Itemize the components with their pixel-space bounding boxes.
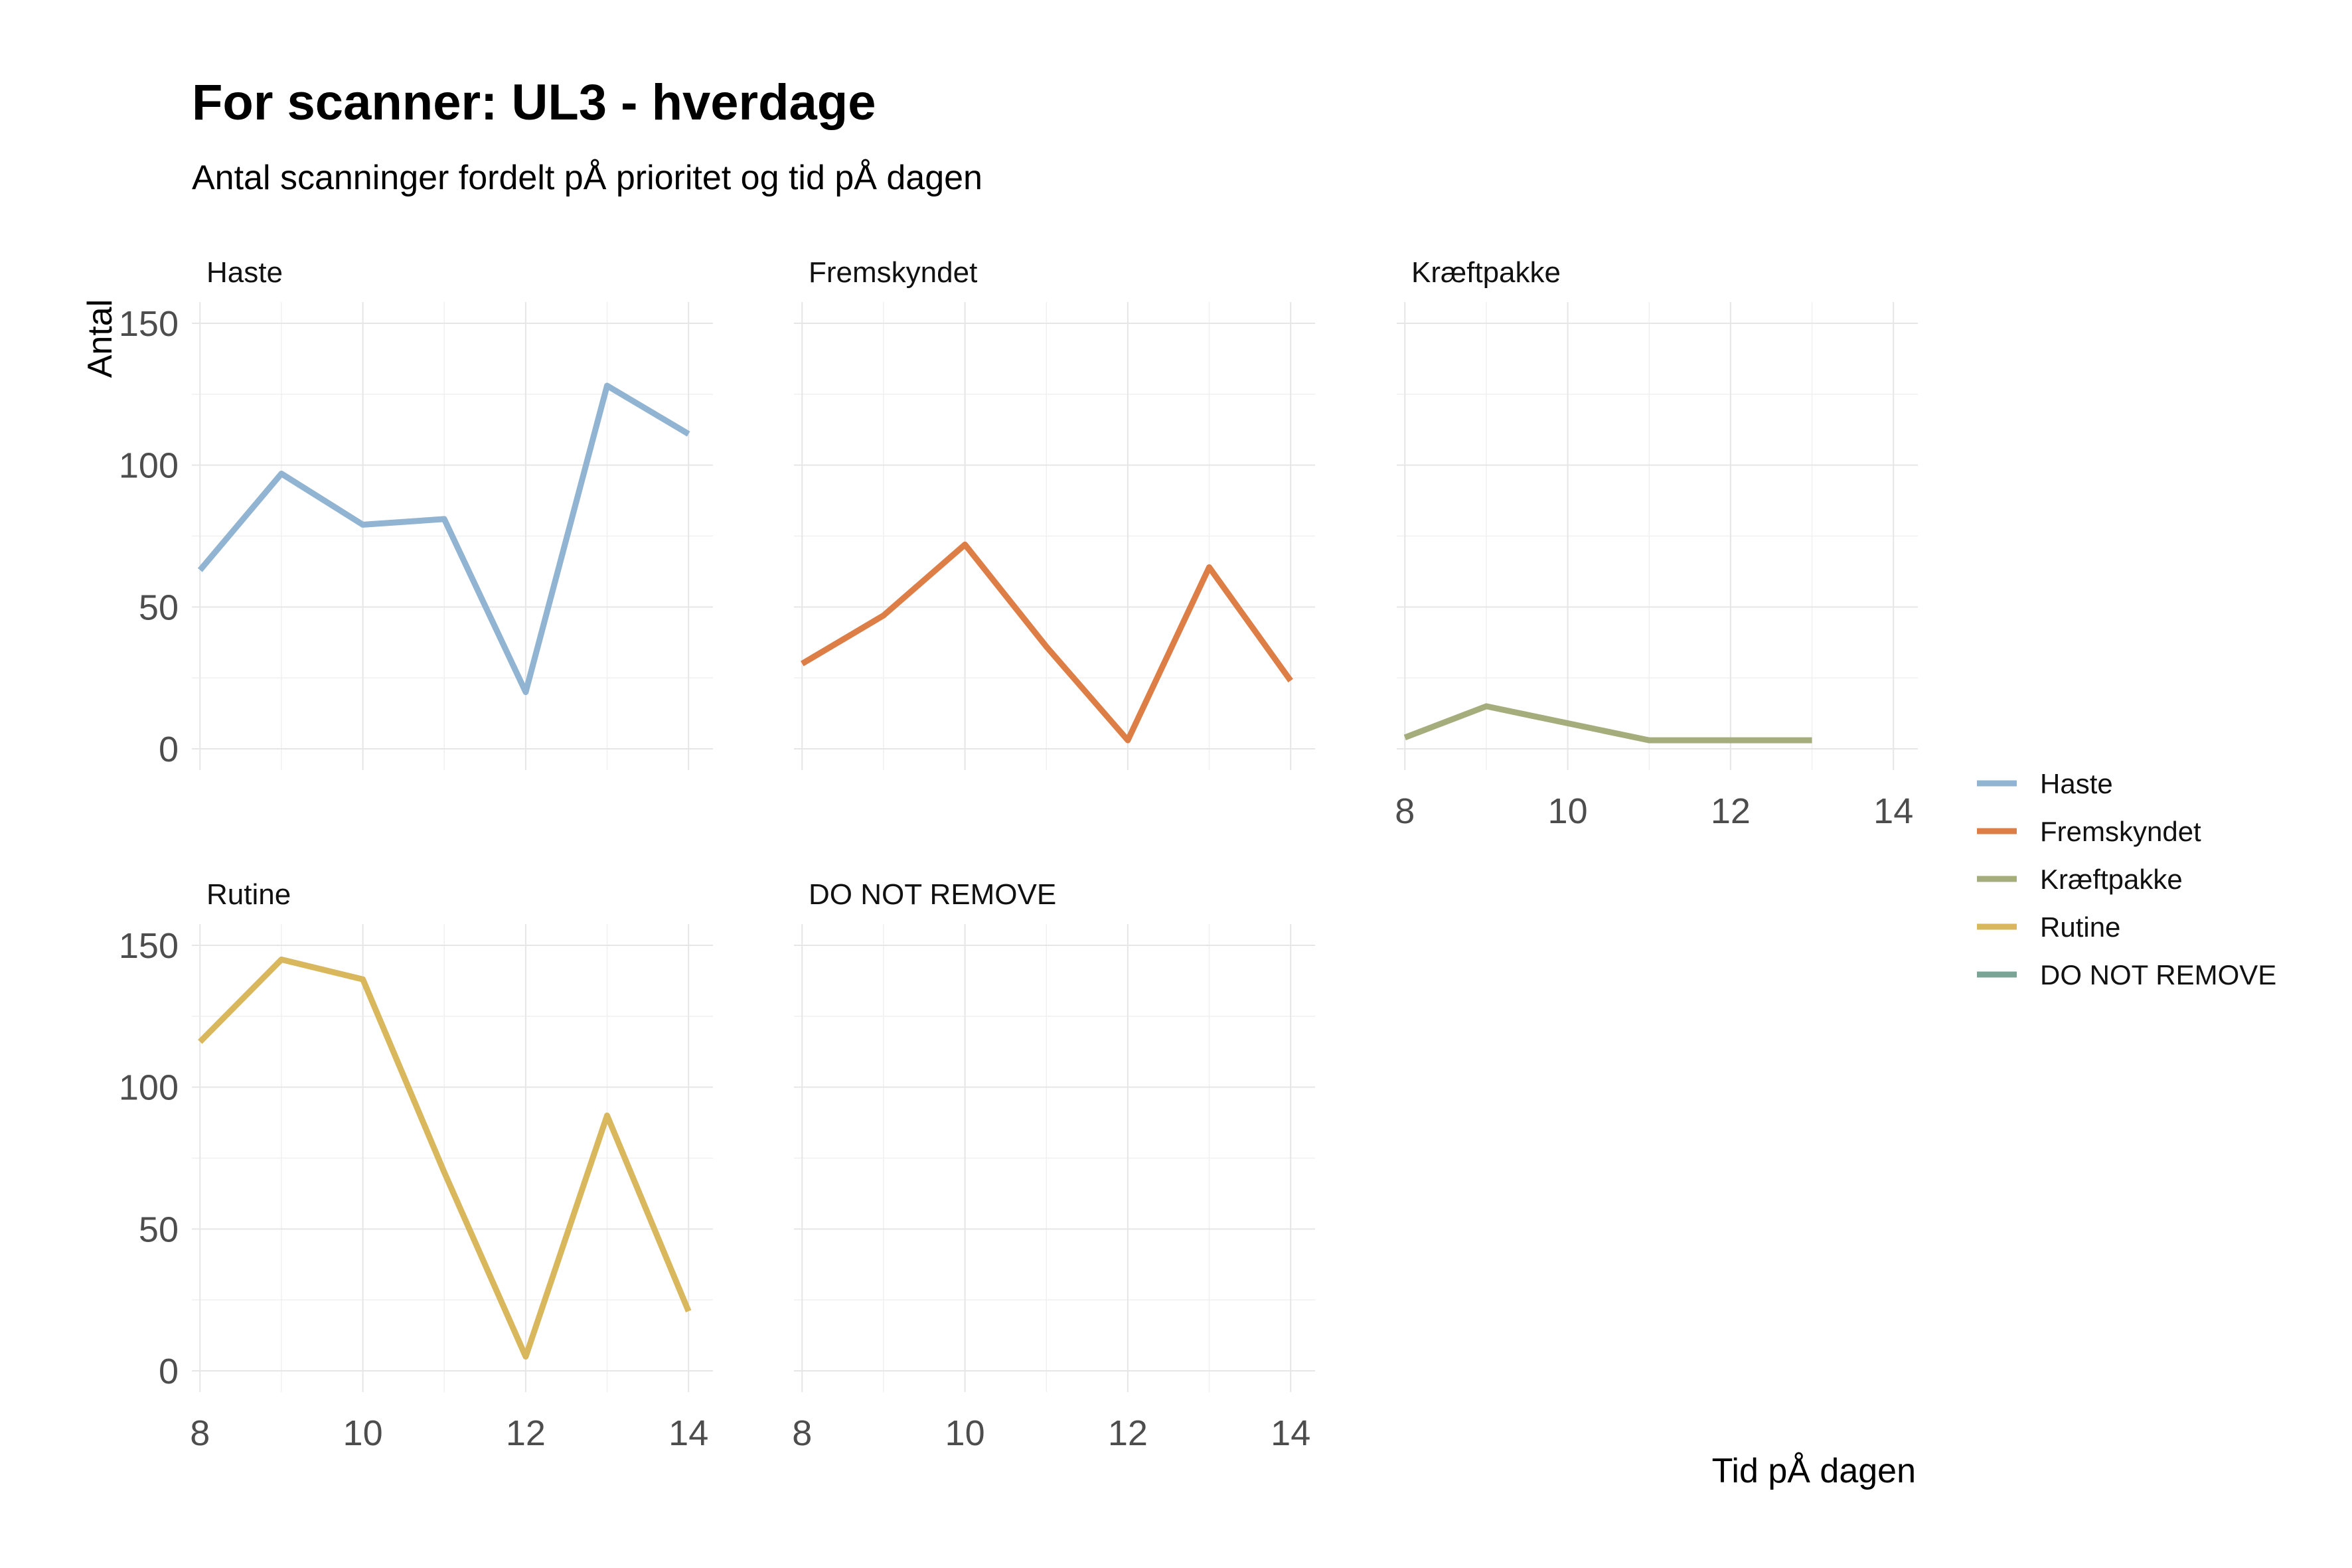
strip-label: Fremskyndet xyxy=(809,256,977,289)
x-tick-label: 10 xyxy=(343,1413,383,1453)
legend-label: Kræftpakke xyxy=(2040,864,2183,895)
legend: Haste Fremskyndet Kræftpakke Rutine DO NOT R… xyxy=(1977,768,2276,990)
y-tick-label: 50 xyxy=(139,1210,179,1249)
x-tick-label: 12 xyxy=(506,1413,546,1453)
x-tick-label: 14 xyxy=(668,1413,708,1453)
y-tick-label: 100 xyxy=(119,446,179,486)
series-line-rutine xyxy=(198,956,692,1360)
x-tick-label: 14 xyxy=(1873,791,1913,831)
strip-label: Kræftpakke xyxy=(1411,256,1561,289)
x-tick-label: 8 xyxy=(792,1413,812,1453)
x-tick-label: 8 xyxy=(190,1413,210,1453)
series-line-kr-ftpakke xyxy=(1403,703,1812,744)
chart-subtitle: Antal scanninger fordelt pÅ prioritet og… xyxy=(192,159,982,197)
strip-label: DO NOT REMOVE xyxy=(809,878,1056,911)
legend-item-fremskyndet: Fremskyndet xyxy=(1977,816,2201,847)
panel-rutine: Rutine 0 50 100 150 8 10 12 14 xyxy=(119,878,713,1453)
x-tick-label: 8 xyxy=(1395,791,1415,831)
panel-do-not-remove: DO NOT REMOVE 8 10 12 14 xyxy=(792,878,1315,1453)
x-tick-label: 10 xyxy=(945,1413,985,1453)
panel-haste: Haste 0 50 100 150 xyxy=(119,256,713,770)
panel-fremskyndet: Fremskyndet xyxy=(794,256,1315,770)
chart-title: For scanner: UL3 - hverdage xyxy=(192,74,876,131)
panel-kr-ftpakke: Kræftpakke 8 10 12 14 xyxy=(1395,256,1918,831)
y-tick-label: 150 xyxy=(119,926,179,966)
legend-label: DO NOT REMOVE xyxy=(2040,959,2276,990)
y-tick-label: 100 xyxy=(119,1068,179,1108)
y-tick-label: 0 xyxy=(159,730,179,769)
x-tick-label: 10 xyxy=(1548,791,1588,831)
legend-item-do-not-remove: DO NOT REMOVE xyxy=(1977,959,2276,990)
x-tick-label: 12 xyxy=(1711,791,1751,831)
legend-label: Haste xyxy=(2040,768,2113,799)
y-tick-label: 0 xyxy=(159,1352,179,1391)
x-tick-label: 12 xyxy=(1108,1413,1148,1453)
legend-item-kr-ftpakke: Kræftpakke xyxy=(1977,864,2183,895)
series-line-haste xyxy=(197,382,690,695)
y-tick-label: 150 xyxy=(119,304,179,344)
legend-label: Fremskyndet xyxy=(2040,816,2201,847)
y-axis-title: Antal xyxy=(81,299,119,378)
x-tick-label: 14 xyxy=(1271,1413,1310,1453)
legend-item-rutine: Rutine xyxy=(1977,911,2120,943)
legend-label: Rutine xyxy=(2040,911,2120,943)
series-line-fremskyndet xyxy=(801,541,1293,744)
strip-label: Rutine xyxy=(206,878,291,911)
x-axis-title: Tid pÅ dagen xyxy=(1712,1452,1916,1490)
y-tick-label: 50 xyxy=(139,588,179,627)
strip-label: Haste xyxy=(206,256,283,289)
legend-item-haste: Haste xyxy=(1977,768,2113,799)
